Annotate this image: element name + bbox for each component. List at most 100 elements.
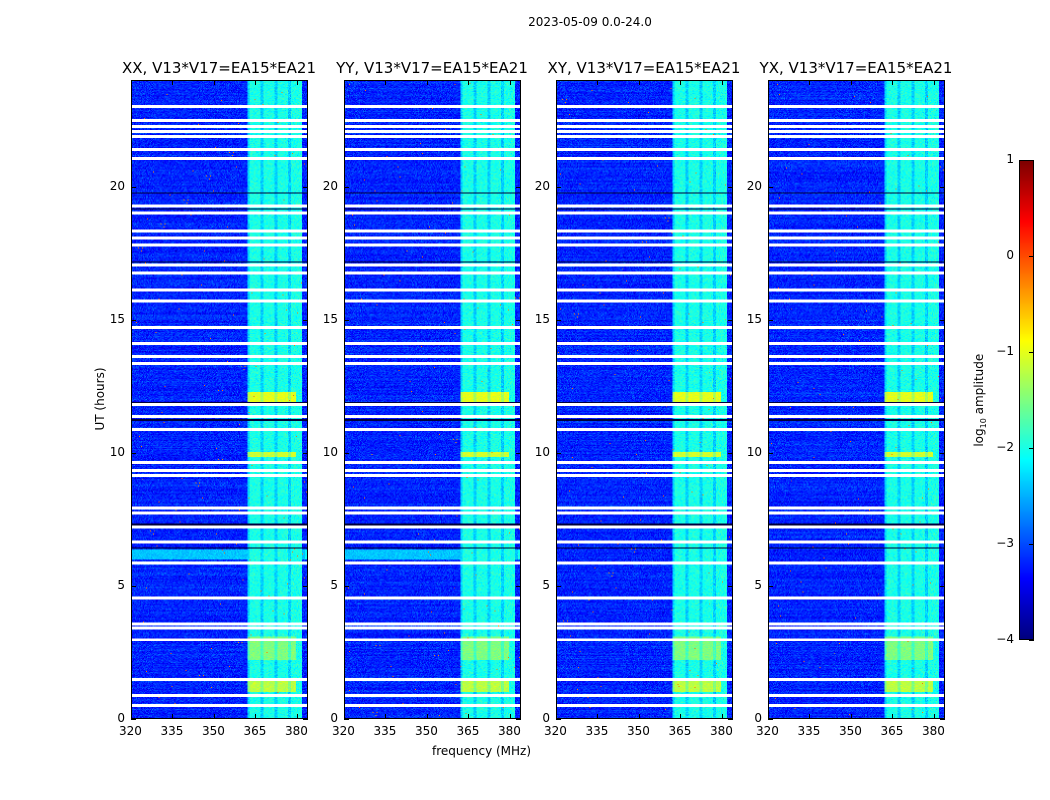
x-tick — [721, 714, 723, 719]
x-tick-label: 365 — [243, 724, 267, 738]
figure-title: 2023-05-09 0.0-24.0 — [528, 15, 652, 29]
y-tick-label: 20 — [746, 178, 762, 193]
x-tick-top — [509, 80, 511, 85]
x-tick — [680, 714, 682, 719]
y-tick-right — [516, 719, 521, 720]
x-tick — [426, 714, 428, 719]
y-tick-label: 15 — [109, 311, 125, 326]
y-tick-label: 5 — [542, 577, 550, 592]
x-tick-label: 380 — [709, 724, 733, 738]
y-tick-label: 5 — [330, 577, 338, 592]
x-tick — [850, 714, 852, 719]
y-tick-right — [728, 319, 733, 321]
y-tick-right — [303, 319, 308, 321]
x-tick — [597, 714, 599, 719]
panel-title: YX, V13*V17=EA15*EA21 — [759, 59, 953, 77]
waterfall-heatmap — [345, 81, 520, 718]
x-tick-top — [597, 80, 599, 85]
y-tick — [131, 319, 136, 321]
y-tick — [131, 452, 136, 454]
y-tick-right — [303, 452, 308, 454]
x-tick — [385, 714, 387, 719]
waterfall-heatmap — [557, 81, 732, 718]
x-tick-label: 350 — [626, 724, 650, 738]
y-tick-right — [516, 452, 521, 454]
x-tick-label: 380 — [921, 724, 945, 738]
x-tick-top — [638, 80, 640, 85]
y-tick-right — [940, 719, 945, 720]
y-tick — [344, 585, 349, 587]
y-tick-right — [728, 719, 733, 720]
x-tick-top — [933, 80, 935, 85]
colorbar-tick-label: −4 — [996, 632, 1014, 646]
x-tick — [344, 714, 345, 719]
y-tick-label: 5 — [754, 577, 762, 592]
x-tick-top — [131, 80, 132, 85]
x-tick — [809, 714, 811, 719]
x-tick — [768, 714, 769, 719]
y-tick-label: 0 — [542, 711, 550, 725]
x-tick-label: 335 — [160, 724, 184, 738]
colorbar-tick — [1029, 448, 1034, 449]
colorbar-tick — [1029, 160, 1034, 161]
y-tick — [768, 319, 773, 321]
y-tick-label: 0 — [330, 711, 338, 725]
y-tick-label: 20 — [109, 178, 125, 193]
y-tick — [344, 719, 349, 720]
y-tick-label: 20 — [322, 178, 338, 193]
colorbar-tick — [1029, 256, 1034, 257]
y-tick — [131, 186, 136, 188]
y-tick — [131, 585, 136, 587]
y-tick — [344, 186, 349, 188]
colorbar-tick — [1029, 352, 1034, 353]
y-tick-right — [940, 319, 945, 321]
y-tick — [131, 719, 136, 720]
x-tick-label: 350 — [201, 724, 225, 738]
y-tick-label: 0 — [754, 711, 762, 725]
y-tick — [556, 319, 561, 321]
y-axis-label: UT (hours) — [93, 367, 107, 431]
y-tick-label: 10 — [534, 444, 550, 459]
y-tick-label: 10 — [746, 444, 762, 459]
x-tick-top — [255, 80, 257, 85]
x-tick-label: 320 — [332, 724, 355, 738]
x-tick-label: 365 — [880, 724, 904, 738]
panel-title: YY, V13*V17=EA15*EA21 — [336, 59, 528, 77]
x-tick-top — [850, 80, 852, 85]
y-tick-label: 20 — [534, 178, 550, 193]
x-tick — [255, 714, 257, 719]
x-tick-top — [344, 80, 345, 85]
colorbar — [1019, 160, 1034, 640]
y-tick-label: 15 — [746, 311, 762, 326]
x-tick — [556, 714, 557, 719]
x-tick-label: 365 — [456, 724, 480, 738]
x-tick-top — [892, 80, 894, 85]
colorbar-tick-label: −1 — [996, 344, 1014, 358]
y-tick-right — [303, 186, 308, 188]
y-tick-right — [516, 319, 521, 321]
y-tick-right — [728, 452, 733, 454]
x-tick — [213, 714, 215, 719]
waterfall-heatmap — [132, 81, 307, 718]
x-tick-top — [296, 80, 298, 85]
y-tick — [768, 452, 773, 454]
y-tick-right — [728, 585, 733, 587]
y-tick — [556, 452, 561, 454]
x-tick-top — [213, 80, 215, 85]
y-tick-label: 10 — [322, 444, 338, 459]
y-tick-right — [303, 719, 308, 720]
x-tick-label: 335 — [797, 724, 821, 738]
x-tick-top — [721, 80, 723, 85]
x-tick-label: 335 — [585, 724, 609, 738]
colorbar-tick-label: −3 — [996, 536, 1014, 550]
y-tick-label: 0 — [117, 711, 125, 725]
y-tick — [556, 186, 561, 188]
x-tick-top — [680, 80, 682, 85]
y-tick-label: 5 — [117, 577, 125, 592]
y-tick — [556, 585, 561, 587]
x-tick-top — [385, 80, 387, 85]
waterfall-panel — [768, 80, 945, 719]
x-tick-label: 380 — [284, 724, 308, 738]
x-tick-label: 320 — [544, 724, 567, 738]
y-tick-right — [516, 186, 521, 188]
